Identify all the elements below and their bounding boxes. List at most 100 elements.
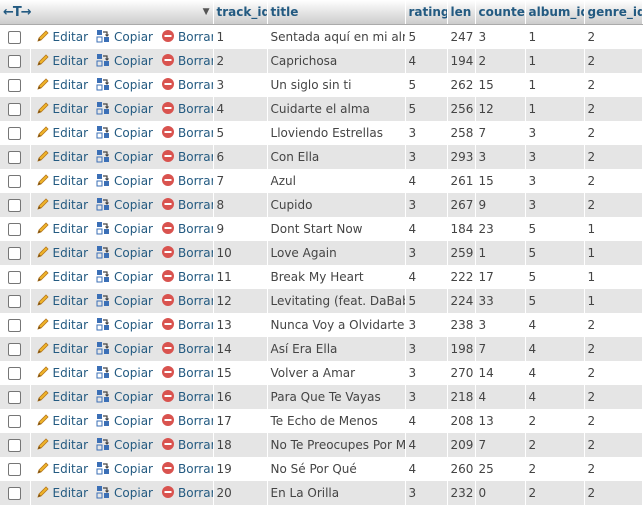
table-row[interactable]: Editar Copiar Borrar 11 Break My Heart 4 222 17…	[0, 265, 643, 289]
cell-album-id[interactable]: 5	[525, 265, 585, 289]
row-checkbox[interactable]	[8, 343, 22, 356]
edit-link[interactable]: Editar	[36, 317, 88, 334]
table-row[interactable]: Editar Copiar Borrar 2 Caprichosa 4 194 2 1 2	[0, 49, 643, 73]
cell-genre-id[interactable]: 2	[584, 145, 643, 169]
row-checkbox[interactable]	[8, 295, 22, 308]
table-row[interactable]: Editar Copiar Borrar 15 Volver a Amar 3 270 14 4…	[0, 361, 643, 385]
edit-link[interactable]: Editar	[36, 389, 88, 406]
cell-track-id[interactable]: 19	[213, 457, 268, 481]
cell-album-id[interactable]: 1	[525, 49, 585, 73]
cell-counter[interactable]: 17	[475, 265, 526, 289]
cell-genre-id[interactable]: 2	[584, 361, 643, 385]
cell-len[interactable]: 238	[447, 313, 476, 337]
delete-link[interactable]: Borrar	[161, 77, 212, 94]
column-header-track-id[interactable]: track_id	[213, 0, 268, 25]
cell-track-id[interactable]: 2	[213, 49, 268, 73]
table-row[interactable]: Editar Copiar Borrar 17 Te Echo de Menos 4 208…	[0, 409, 643, 433]
cell-title[interactable]: Nunca Voy a Olvidarte	[267, 313, 406, 337]
table-row[interactable]: Editar Copiar Borrar 3 Un siglo sin ti 5 262 15…	[0, 73, 643, 97]
row-checkbox[interactable]	[8, 463, 22, 476]
copy-link[interactable]: Copiar	[96, 365, 153, 382]
cell-len[interactable]: 247	[447, 24, 476, 49]
copy-link[interactable]: Copiar	[96, 461, 153, 478]
cell-title[interactable]: No Te Preocupes Por Mí	[267, 433, 406, 457]
delete-link[interactable]: Borrar	[161, 317, 212, 334]
cell-rating[interactable]: 4	[405, 409, 448, 433]
delete-link[interactable]: Borrar	[161, 245, 212, 262]
edit-link[interactable]: Editar	[36, 269, 88, 286]
delete-link[interactable]: Borrar	[161, 341, 212, 358]
cell-counter[interactable]: 7	[475, 121, 526, 145]
row-checkbox[interactable]	[8, 487, 22, 500]
table-row[interactable]: Editar Copiar Borrar 4 Cuidarte el alma 5 256 1…	[0, 97, 643, 121]
copy-link[interactable]: Copiar	[96, 125, 153, 142]
cell-track-id[interactable]: 17	[213, 409, 268, 433]
cell-len[interactable]: 209	[447, 433, 476, 457]
copy-link[interactable]: Copiar	[96, 173, 153, 190]
cell-len[interactable]: 267	[447, 193, 476, 217]
row-checkbox[interactable]	[8, 31, 22, 44]
delete-link[interactable]: Borrar	[161, 173, 212, 190]
copy-link[interactable]: Copiar	[96, 221, 153, 238]
cell-album-id[interactable]: 1	[525, 24, 585, 49]
cell-counter[interactable]: 3	[475, 313, 526, 337]
cell-genre-id[interactable]: 2	[584, 337, 643, 361]
table-row[interactable]: Editar Copiar Borrar 6 Con Ella 3 293 3 3 2	[0, 145, 643, 169]
copy-link[interactable]: Copiar	[96, 413, 153, 430]
row-checkbox[interactable]	[8, 391, 22, 404]
cell-genre-id[interactable]: 2	[584, 121, 643, 145]
cell-track-id[interactable]: 9	[213, 217, 268, 241]
cell-track-id[interactable]: 14	[213, 337, 268, 361]
row-checkbox[interactable]	[8, 151, 22, 164]
cell-len[interactable]: 198	[447, 337, 476, 361]
cell-len[interactable]: 256	[447, 97, 476, 121]
cell-title[interactable]: Levitating (feat. DaBaby)	[267, 289, 406, 313]
cell-track-id[interactable]: 3	[213, 73, 268, 97]
edit-link[interactable]: Editar	[36, 101, 88, 118]
cell-genre-id[interactable]: 2	[584, 73, 643, 97]
cell-track-id[interactable]: 15	[213, 361, 268, 385]
cell-album-id[interactable]: 5	[525, 217, 585, 241]
cell-album-id[interactable]: 1	[525, 73, 585, 97]
cell-album-id[interactable]: 4	[525, 313, 585, 337]
cell-rating[interactable]: 4	[405, 49, 448, 73]
delete-link[interactable]: Borrar	[161, 197, 212, 214]
cell-title[interactable]: Lloviendo Estrellas	[267, 121, 406, 145]
edit-link[interactable]: Editar	[36, 221, 88, 238]
cell-rating[interactable]: 4	[405, 217, 448, 241]
cell-rating[interactable]: 5	[405, 97, 448, 121]
cell-len[interactable]: 222	[447, 265, 476, 289]
cell-title[interactable]: Love Again	[267, 241, 406, 265]
cell-rating[interactable]: 5	[405, 73, 448, 97]
edit-link[interactable]: Editar	[36, 437, 88, 454]
cell-counter[interactable]: 25	[475, 457, 526, 481]
cell-rating[interactable]: 3	[405, 145, 448, 169]
cell-rating[interactable]: 4	[405, 265, 448, 289]
cell-genre-id[interactable]: 2	[584, 169, 643, 193]
cell-album-id[interactable]: 1	[525, 97, 585, 121]
cell-album-id[interactable]: 2	[525, 481, 585, 505]
delete-link[interactable]: Borrar	[161, 221, 212, 238]
row-checkbox[interactable]	[8, 103, 22, 116]
copy-link[interactable]: Copiar	[96, 341, 153, 358]
cell-rating[interactable]: 3	[405, 337, 448, 361]
edit-link[interactable]: Editar	[36, 149, 88, 166]
cell-album-id[interactable]: 4	[525, 337, 585, 361]
delete-link[interactable]: Borrar	[161, 269, 212, 286]
row-checkbox[interactable]	[8, 247, 22, 260]
cell-track-id[interactable]: 8	[213, 193, 268, 217]
cell-genre-id[interactable]: 2	[584, 193, 643, 217]
row-checkbox[interactable]	[8, 319, 22, 332]
cell-album-id[interactable]: 3	[525, 169, 585, 193]
cell-album-id[interactable]: 2	[525, 409, 585, 433]
cell-genre-id[interactable]: 1	[584, 217, 643, 241]
cell-genre-id[interactable]: 2	[584, 97, 643, 121]
cell-len[interactable]: 184	[447, 217, 476, 241]
cell-rating[interactable]: 4	[405, 169, 448, 193]
cell-genre-id[interactable]: 1	[584, 289, 643, 313]
table-row[interactable]: Editar Copiar Borrar 5 Lloviendo Estrellas 3 2…	[0, 121, 643, 145]
delete-link[interactable]: Borrar	[161, 29, 212, 46]
delete-link[interactable]: Borrar	[161, 293, 212, 310]
cell-title[interactable]: Así Era Ella	[267, 337, 406, 361]
cell-genre-id[interactable]: 2	[584, 409, 643, 433]
